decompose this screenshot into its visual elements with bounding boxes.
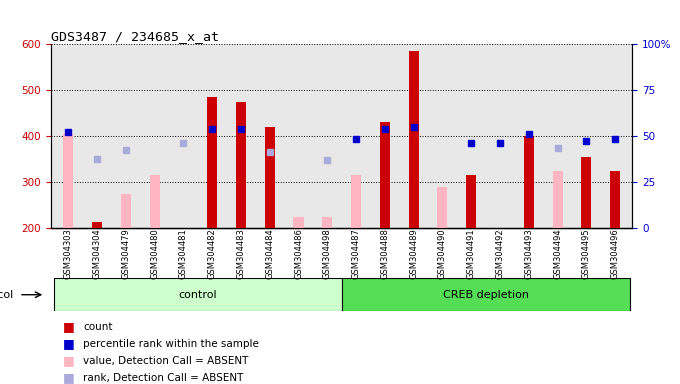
- Text: GSM304491: GSM304491: [466, 228, 476, 279]
- Bar: [351, 175, 361, 228]
- Bar: [437, 187, 447, 228]
- Text: CREB depletion: CREB depletion: [443, 290, 528, 300]
- Text: control: control: [178, 290, 217, 300]
- Bar: [466, 175, 476, 228]
- Text: GSM304486: GSM304486: [294, 228, 303, 279]
- Text: GSM304304: GSM304304: [92, 228, 101, 279]
- Bar: [63, 134, 73, 228]
- Bar: [553, 171, 562, 228]
- Bar: [380, 122, 390, 228]
- Text: protocol: protocol: [0, 290, 13, 300]
- Text: ■: ■: [63, 337, 74, 350]
- Text: GSM304479: GSM304479: [121, 228, 131, 279]
- Text: GSM304492: GSM304492: [496, 228, 505, 279]
- Text: GSM304488: GSM304488: [380, 228, 390, 279]
- Text: GSM304496: GSM304496: [611, 228, 619, 279]
- Text: rank, Detection Call = ABSENT: rank, Detection Call = ABSENT: [83, 372, 243, 382]
- Text: ■: ■: [63, 354, 74, 367]
- Text: value, Detection Call = ABSENT: value, Detection Call = ABSENT: [83, 356, 248, 366]
- Bar: [54, 278, 341, 311]
- Bar: [581, 157, 592, 228]
- Text: GSM304480: GSM304480: [150, 228, 159, 279]
- Bar: [341, 278, 630, 311]
- Bar: [92, 222, 102, 228]
- Bar: [150, 175, 160, 228]
- Bar: [265, 127, 275, 228]
- Bar: [322, 217, 333, 228]
- Text: count: count: [83, 322, 112, 332]
- Bar: [409, 51, 419, 228]
- Text: GSM304493: GSM304493: [524, 228, 533, 279]
- Text: percentile rank within the sample: percentile rank within the sample: [83, 339, 259, 349]
- Text: GSM304484: GSM304484: [265, 228, 274, 279]
- Text: ■: ■: [63, 320, 74, 333]
- Bar: [610, 171, 620, 228]
- Text: GSM304490: GSM304490: [438, 228, 447, 279]
- Bar: [207, 97, 217, 228]
- Text: GSM304487: GSM304487: [352, 228, 360, 279]
- Bar: [294, 217, 303, 228]
- Text: GSM304498: GSM304498: [323, 228, 332, 279]
- Text: GSM304481: GSM304481: [179, 228, 188, 279]
- Text: GSM304482: GSM304482: [207, 228, 217, 279]
- Bar: [121, 194, 131, 228]
- Text: GSM304494: GSM304494: [553, 228, 562, 279]
- Text: GSM304495: GSM304495: [582, 228, 591, 279]
- Bar: [236, 102, 246, 228]
- Text: GSM304483: GSM304483: [237, 228, 245, 279]
- Text: GDS3487 / 234685_x_at: GDS3487 / 234685_x_at: [51, 30, 219, 43]
- Text: GSM304489: GSM304489: [409, 228, 418, 279]
- Text: ■: ■: [63, 371, 74, 384]
- Bar: [524, 136, 534, 228]
- Text: GSM304303: GSM304303: [64, 228, 73, 279]
